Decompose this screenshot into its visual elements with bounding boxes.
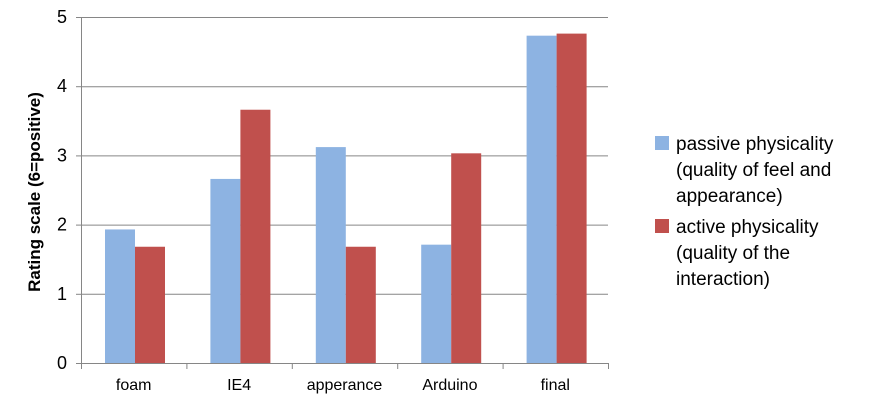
bar-Arduino-series-2 [451, 153, 482, 363]
bars [105, 33, 587, 364]
y-tick-label: 2 [57, 215, 67, 235]
legend-swatch-series-1 [655, 136, 669, 150]
x-tick-label: apperance [307, 377, 383, 394]
bar-final-series-1 [526, 35, 557, 364]
legend-label-series-2: interaction) [676, 269, 770, 290]
y-tick-label: 4 [57, 76, 67, 96]
x-tick-label: IE4 [227, 377, 251, 394]
bar-apperance-series-2 [345, 246, 376, 363]
y-tick-label: 3 [57, 145, 67, 165]
x-tick-labels: foam IE4 apperance Arduino final [116, 377, 570, 394]
bar-IE4-series-1 [210, 178, 241, 363]
legend-swatch-series-2 [655, 219, 669, 233]
bar-foam-series-2 [135, 246, 165, 363]
legend: passive physicality (quality of feel and a… [655, 134, 834, 290]
legend-label-series-2: active physicality [676, 217, 819, 238]
legend-label-series-1: passive physicality [676, 134, 834, 155]
y-tick-labels: 0 1 2 3 4 5 [57, 7, 67, 373]
x-tick-label: foam [116, 377, 152, 394]
legend-label-series-1: appearance) [676, 186, 783, 207]
y-tick-label: 5 [57, 7, 67, 27]
bar-Arduino-series-1 [421, 244, 452, 363]
y-tick-label: 0 [57, 353, 67, 373]
bar-apperance-series-1 [315, 147, 346, 363]
bar-IE4-series-2 [240, 109, 271, 363]
bar-foam-series-1 [105, 229, 135, 363]
legend-label-series-1: (quality of feel and [676, 160, 831, 181]
y-axis-label: Rating scale (6=positive) [25, 92, 44, 292]
bar-final-series-2 [556, 33, 587, 363]
y-tick-label: 1 [57, 284, 67, 304]
x-tick-label: final [541, 377, 570, 394]
legend-label-series-2: (quality of the [676, 243, 790, 264]
x-tick-label: Arduino [422, 377, 477, 394]
axes [76, 17, 609, 369]
